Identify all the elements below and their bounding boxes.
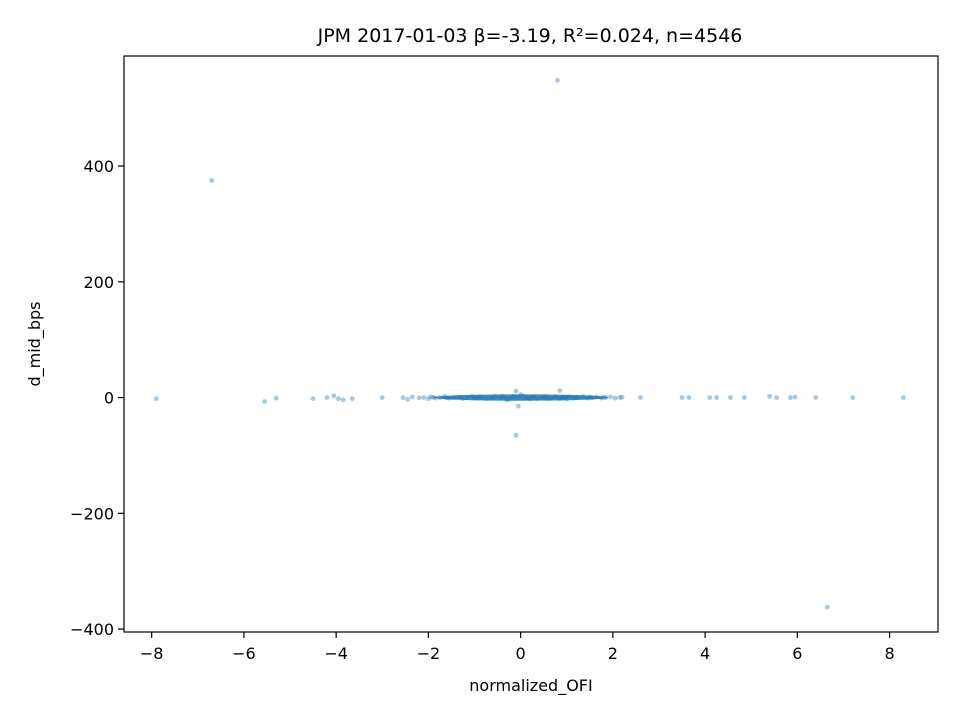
data-point bbox=[608, 394, 613, 400]
data-point bbox=[425, 396, 431, 402]
plot-frame bbox=[123, 55, 939, 633]
x-tick-label: −4 bbox=[324, 644, 348, 663]
data-point bbox=[714, 395, 720, 400]
data-point bbox=[310, 396, 316, 402]
data-point bbox=[619, 394, 625, 400]
data-point bbox=[679, 395, 685, 400]
data-point bbox=[416, 395, 422, 401]
scatter-points bbox=[153, 77, 906, 610]
data-point bbox=[813, 395, 819, 400]
data-point bbox=[728, 395, 733, 400]
data-point bbox=[324, 395, 330, 400]
data-point bbox=[824, 604, 830, 610]
data-point bbox=[557, 388, 563, 394]
y-axis-title: d_mid_bps bbox=[25, 302, 45, 387]
data-point bbox=[638, 395, 643, 400]
data-point bbox=[612, 395, 618, 401]
y-tick-label: 0 bbox=[104, 389, 114, 408]
data-point bbox=[153, 396, 159, 402]
data-point bbox=[262, 399, 268, 404]
data-point bbox=[400, 395, 406, 400]
x-tick-label: 6 bbox=[792, 644, 802, 663]
data-point bbox=[421, 395, 427, 400]
data-point bbox=[617, 395, 623, 400]
data-point bbox=[336, 396, 341, 402]
x-tick-label: −6 bbox=[232, 644, 256, 663]
data-point bbox=[686, 395, 692, 400]
data-point bbox=[405, 396, 411, 402]
data-point bbox=[331, 393, 337, 399]
data-point bbox=[774, 395, 779, 400]
data-point bbox=[428, 394, 434, 400]
data-point bbox=[767, 393, 773, 399]
data-point bbox=[273, 395, 279, 401]
data-point bbox=[513, 388, 519, 394]
x-axis-title: normalized_OFI bbox=[469, 676, 592, 696]
x-tick-label: 0 bbox=[516, 644, 526, 663]
data-point bbox=[409, 394, 415, 400]
data-point bbox=[792, 394, 798, 400]
data-point bbox=[379, 395, 385, 400]
data-point bbox=[349, 396, 355, 402]
data-point bbox=[555, 77, 560, 83]
chart-title: JPM 2017-01-03 β=-3.19, R²=0.024, n=4546 bbox=[317, 25, 743, 47]
data-point bbox=[430, 394, 436, 400]
data-point bbox=[707, 395, 713, 400]
data-point bbox=[515, 403, 521, 409]
y-tick-label: −200 bbox=[70, 504, 114, 523]
x-axis: −8 −6 −4 −2 0 2 4 6 8 bbox=[140, 632, 895, 663]
data-point bbox=[788, 395, 793, 400]
x-tick-label: −8 bbox=[140, 644, 164, 663]
data-point bbox=[209, 178, 215, 183]
x-tick-label: −2 bbox=[417, 644, 441, 663]
x-tick-label: 2 bbox=[608, 644, 618, 663]
y-tick-label: −400 bbox=[70, 620, 114, 639]
data-point bbox=[513, 432, 519, 438]
data-point bbox=[850, 395, 856, 400]
data-point bbox=[901, 395, 906, 400]
y-tick-label: 400 bbox=[83, 157, 114, 176]
x-tick-label: 8 bbox=[884, 644, 894, 663]
dense-cluster bbox=[432, 394, 609, 401]
y-axis: −400 −200 0 200 400 bbox=[70, 157, 124, 639]
x-tick-label: 4 bbox=[700, 644, 710, 663]
data-point bbox=[741, 395, 747, 400]
data-point bbox=[340, 397, 346, 403]
y-tick-label: 200 bbox=[83, 273, 114, 292]
